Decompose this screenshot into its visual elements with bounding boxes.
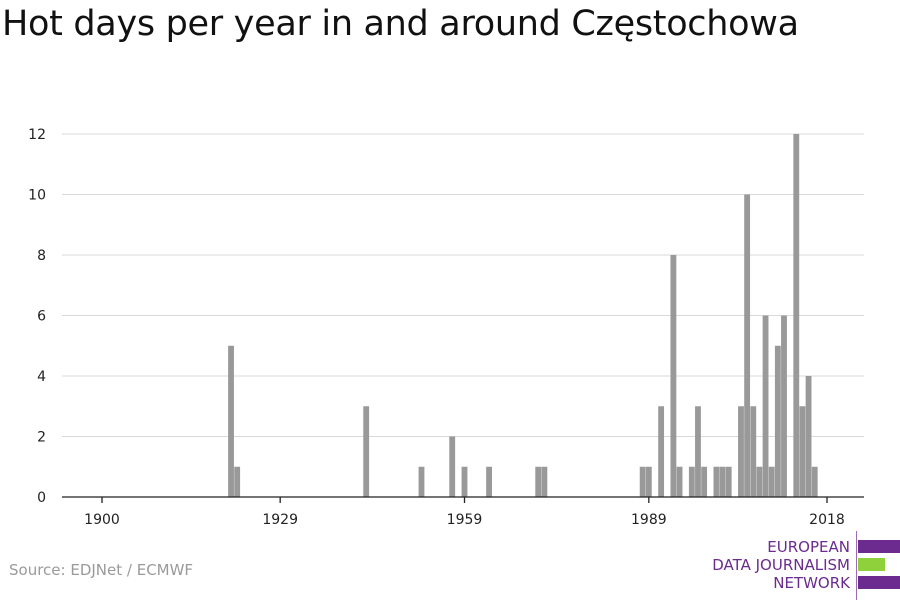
logo-line-data-journalism: DATA JOURNALISM bbox=[712, 556, 850, 574]
bar bbox=[811, 466, 818, 497]
x-tick-label: 1929 bbox=[262, 512, 298, 528]
bar bbox=[805, 376, 812, 497]
chart-title: Hot days per year in and around Częstoch… bbox=[2, 4, 799, 44]
bar bbox=[713, 466, 720, 497]
bar bbox=[535, 466, 542, 497]
x-tick-label: 1959 bbox=[447, 512, 483, 528]
bar bbox=[762, 315, 769, 497]
y-tick-label: 10 bbox=[28, 188, 46, 204]
bar bbox=[719, 466, 726, 497]
bar bbox=[781, 315, 787, 497]
bar bbox=[793, 134, 800, 497]
logo-line-network: NETWORK bbox=[773, 574, 850, 592]
y-tick-label: 12 bbox=[28, 127, 46, 143]
logo-divider bbox=[856, 531, 857, 600]
bar bbox=[756, 466, 763, 497]
bar bbox=[750, 406, 757, 497]
bars bbox=[228, 134, 818, 497]
bar bbox=[688, 466, 695, 497]
y-tick-label: 6 bbox=[37, 309, 46, 325]
x-tick-label: 2018 bbox=[809, 512, 845, 528]
logo-bar-green bbox=[858, 558, 885, 571]
bar bbox=[701, 466, 708, 497]
bar bbox=[799, 406, 806, 497]
bar bbox=[744, 194, 751, 497]
bar bbox=[449, 436, 456, 497]
bar bbox=[234, 466, 241, 497]
bar bbox=[645, 466, 652, 497]
axes: 0 2 4 6 8 10 12 1900 1929 1959 1989 2018 bbox=[28, 127, 864, 528]
bar bbox=[676, 466, 683, 497]
bar bbox=[639, 466, 646, 497]
source-note: Source: EDJNet / ECMWF bbox=[9, 561, 194, 579]
logo-bar-purple-bottom bbox=[858, 576, 900, 589]
logo-line-european: EUROPEAN bbox=[767, 538, 850, 556]
bar bbox=[486, 466, 492, 497]
bar bbox=[768, 466, 775, 497]
bar bbox=[418, 466, 425, 497]
gridlines bbox=[62, 133, 864, 437]
bar bbox=[228, 345, 234, 497]
x-tick-label: 1900 bbox=[84, 512, 120, 528]
bar bbox=[695, 406, 701, 497]
bar bbox=[725, 466, 732, 497]
bar bbox=[363, 406, 370, 497]
y-tick-label: 4 bbox=[37, 369, 46, 385]
bar bbox=[738, 406, 744, 497]
bar bbox=[461, 466, 468, 497]
bar bbox=[774, 345, 781, 497]
x-tick-label: 1989 bbox=[631, 512, 667, 528]
edjnet-logo: EUROPEAN DATA JOURNALISM NETWORK bbox=[700, 531, 900, 600]
logo-bar-purple-top bbox=[858, 540, 900, 553]
y-tick-label: 2 bbox=[37, 430, 46, 446]
bar bbox=[658, 406, 665, 497]
bar bbox=[541, 466, 548, 497]
y-tick-label: 0 bbox=[37, 490, 46, 506]
bar bbox=[670, 255, 677, 497]
y-tick-label: 8 bbox=[37, 248, 46, 264]
